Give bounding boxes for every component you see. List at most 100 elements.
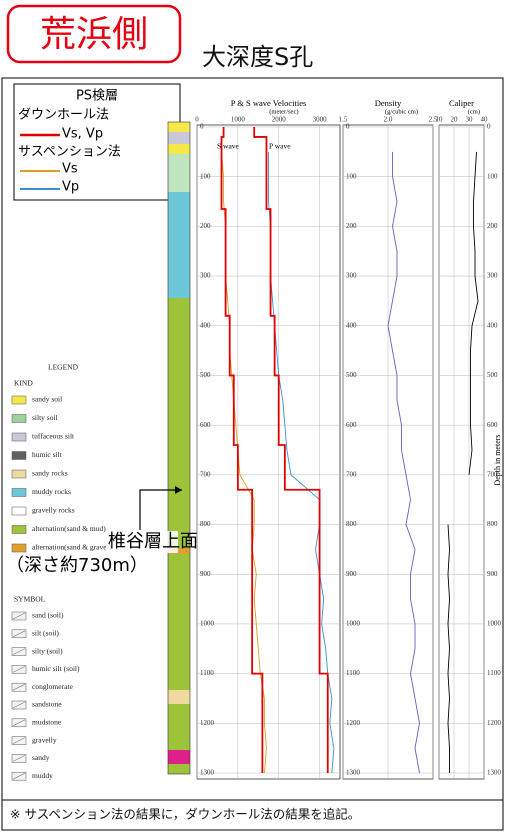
kind-label: alternation(sand & gravel): [32, 543, 112, 552]
symbol-label: muddy: [32, 771, 53, 780]
side-label: Depth in meters: [493, 434, 502, 485]
panel-annotation: S wave: [217, 142, 240, 151]
depth-tick-label: 1000: [487, 620, 502, 628]
depth-tick-label: 500: [346, 371, 357, 379]
kind-swatch: [11, 414, 27, 423]
kind-list: sandy soil silty soil tuffaceous silt humic…: [11, 395, 112, 553]
layer: [168, 750, 190, 764]
depth-tick-label: 400: [487, 321, 498, 329]
depth-tick-label: 700: [200, 470, 211, 478]
panel-unit: (meter/sec): [269, 108, 298, 115]
symbol-label: mudstone: [32, 718, 62, 727]
kind-swatch: [11, 488, 27, 497]
page-title: 大深度S孔: [202, 43, 313, 71]
badge-text: 荒浜側: [40, 14, 148, 55]
symbol-label: conglomerate: [32, 682, 73, 691]
badge-box: [6, 4, 182, 64]
depth-tick-label: 1200: [487, 719, 502, 727]
lithology-column: [167, 121, 191, 775]
kind-swatch: [11, 506, 27, 516]
symbol-hatch: [12, 719, 26, 727]
depth-tick-label: 700: [487, 470, 498, 478]
value-tick-label: 2.0: [384, 116, 393, 124]
ps-legend-method: ダウンホール法: [18, 108, 109, 123]
value-tick-label: 2.5: [429, 116, 438, 124]
depth-tick-label: 0: [487, 123, 491, 131]
depth-tick-label: 200: [487, 222, 498, 230]
symbol-label: sandstone: [32, 700, 62, 709]
annotation-arrow: [139, 489, 182, 530]
layer: [168, 154, 190, 192]
kind-label: sandy soil: [32, 395, 62, 404]
layer: [168, 704, 190, 750]
annotation-bg: [106, 531, 178, 553]
depth-tick-label: 700: [346, 470, 357, 478]
kind-label: muddy rocks: [32, 487, 71, 496]
depth-tick-label: 1300: [200, 769, 215, 777]
depth-tick-label: 300: [346, 272, 357, 280]
depth-tick-label: 900: [200, 570, 211, 578]
kind-label: alternation(sand & mud): [32, 524, 106, 533]
kind-swatch: [11, 469, 27, 479]
depth-tick-label: 800: [346, 520, 357, 528]
layer: [168, 548, 190, 554]
depth-tick-label: 1200: [346, 719, 361, 727]
frame: [1, 77, 504, 831]
depth-tick-label: 0: [346, 123, 350, 131]
kind-swatch: [11, 543, 27, 553]
layer: [168, 192, 190, 298]
depth-tick-label: 900: [487, 570, 498, 578]
symbol-label: silt (soil): [32, 629, 59, 638]
ps-legend-method: サスペンション法: [18, 145, 121, 160]
depth-tick-label: 500: [200, 371, 211, 379]
value-tick-label: 20: [451, 116, 459, 124]
panel-title: P & S wave Velocities: [231, 98, 307, 108]
legend-heading: KIND: [14, 379, 33, 388]
kind-label: humic silt: [32, 450, 63, 459]
value-tick-label: 1000: [231, 116, 246, 124]
value-tick-label: 3000: [313, 116, 328, 124]
layer: [168, 690, 190, 704]
layer: [168, 122, 190, 132]
depth-tick-label: 800: [200, 520, 211, 528]
depth-tick-label: 800: [487, 520, 498, 528]
series-line: [253, 127, 329, 773]
symbol-hatch: [12, 666, 26, 673]
annotation: 椎谷層上面: [108, 531, 198, 552]
depth-tick-label: 1100: [487, 669, 501, 677]
panel: [196, 124, 341, 780]
depth-tick-label: 100: [346, 172, 357, 180]
symbol-label: gravelly: [32, 735, 57, 744]
depth-tick-label: 1000: [200, 620, 215, 628]
legend-label: Vs: [62, 162, 78, 177]
depth-tick-label: 1300: [487, 769, 502, 777]
depth-tick-label: 1300: [346, 769, 361, 777]
depth-tick-label: 100: [200, 172, 211, 180]
kind-swatch: [11, 525, 27, 534]
depth-tick-label: 1100: [346, 669, 360, 677]
depth-tick-label: 1000: [346, 620, 361, 628]
value-tick-label: 30: [466, 116, 474, 124]
layer: [168, 132, 190, 144]
value-tick-label: 1.5: [339, 116, 348, 124]
legend-heading: SYMBOL: [14, 595, 46, 604]
depth-tick-label: 200: [346, 222, 357, 230]
depth-tick-label: 1100: [200, 669, 214, 677]
annotation: （深さ約730m）: [6, 555, 148, 576]
symbol-label: sand (soil): [32, 611, 64, 620]
symbol-hatch: [12, 737, 26, 744]
value-tick-label: 2000: [272, 116, 287, 124]
kind-label: sandy rocks: [32, 469, 68, 478]
arrowhead: [175, 486, 182, 494]
symbol-hatch: [12, 630, 26, 638]
kind-label: tuffaceous silt: [32, 432, 75, 441]
depth-tick-label: 400: [346, 321, 357, 329]
kind-swatch: [11, 451, 27, 460]
symbol-hatch: [12, 648, 26, 655]
depth-tick-label: 400: [200, 321, 211, 329]
symbol-hatch: [12, 772, 26, 780]
panel-title: Density: [375, 98, 402, 108]
depth-tick-label: 100: [487, 172, 498, 180]
legend-label: Vs, Vp: [62, 127, 103, 142]
footnote: ※ サスペンション法の結果に，ダウンホール法の結果を追記。: [10, 807, 360, 822]
